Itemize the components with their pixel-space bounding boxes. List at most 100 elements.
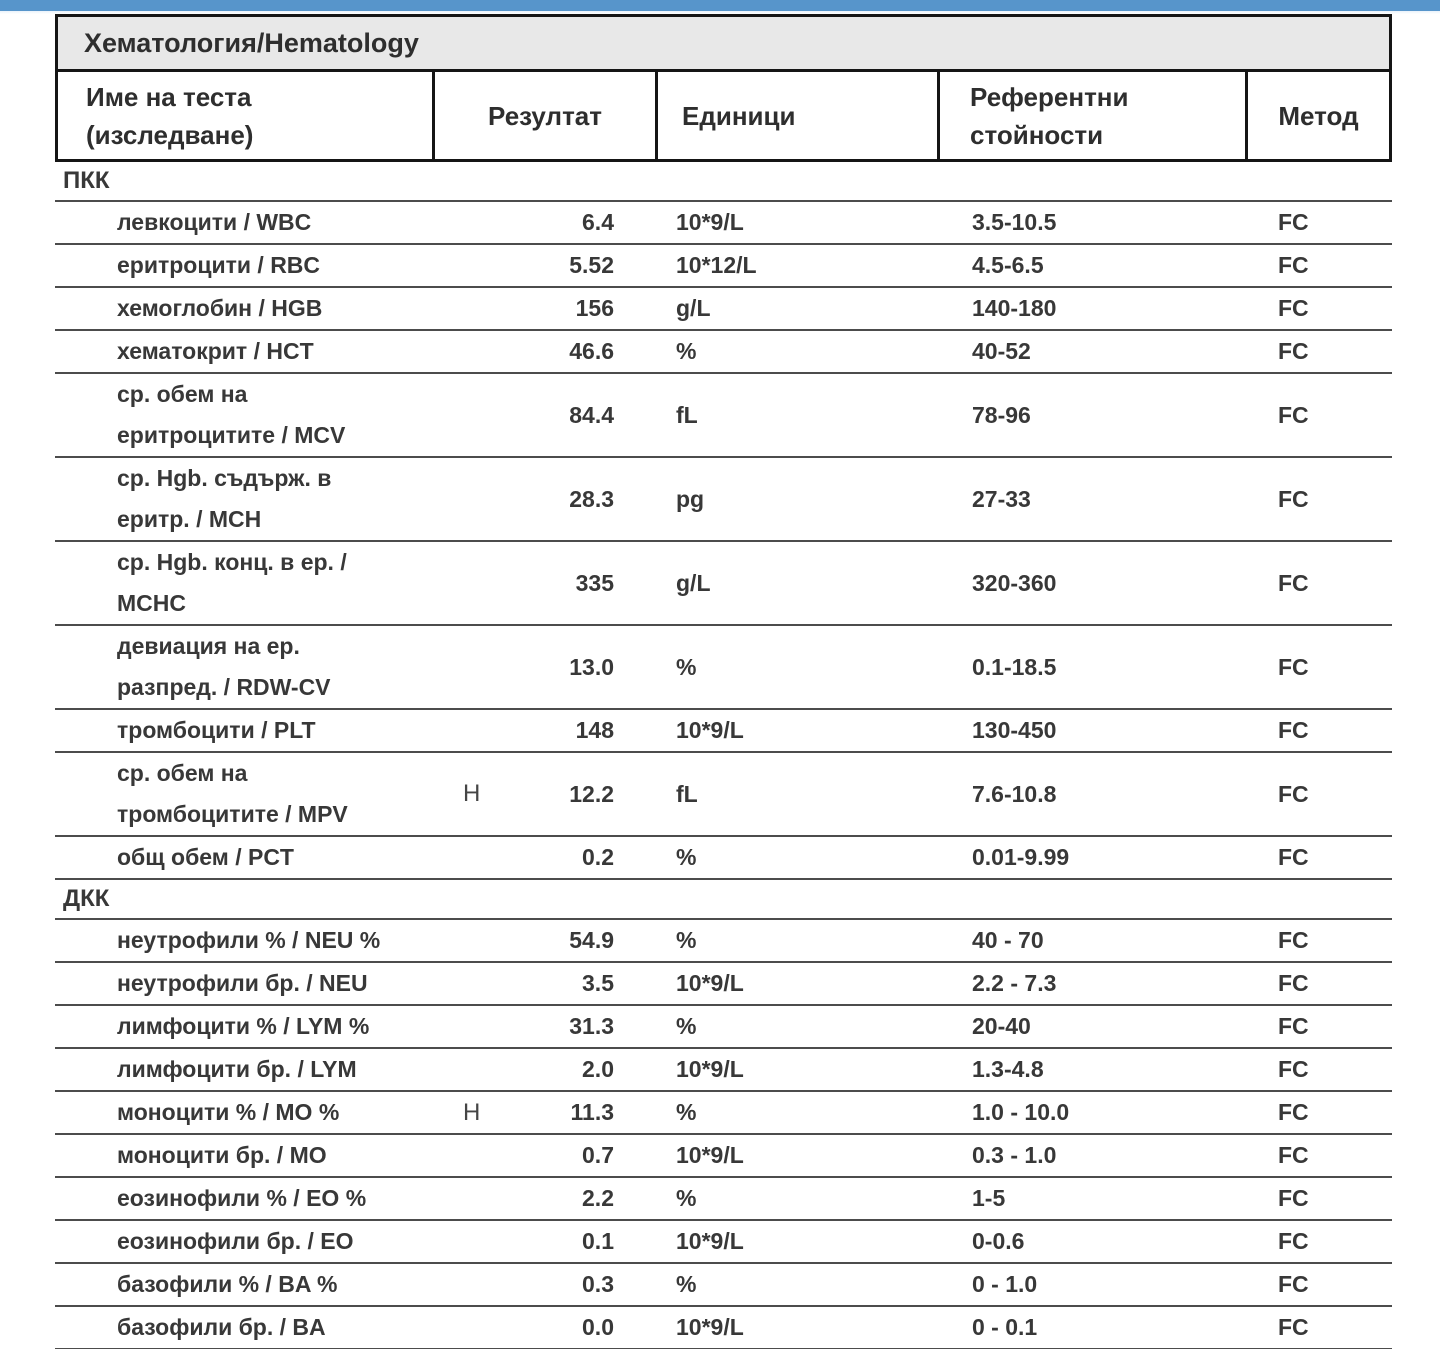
result-cell: 6.4 (435, 209, 658, 236)
units-cell: 10*9/L (676, 1142, 744, 1168)
table-head-box: Хематология/Hematology Име на теста (изсл… (55, 14, 1392, 162)
column-header-result: Резултат (435, 72, 658, 159)
reference-range-cell: 78-96 (972, 401, 1031, 428)
test-name-cell: еозинофили бр. / EO (55, 1221, 435, 1262)
test-name-cell: базофили % / BA % (55, 1264, 435, 1305)
test-name-line: общ обем / PCT (117, 844, 294, 870)
units-cell: % (676, 1013, 697, 1039)
table-row: моноцити бр. / MO 0.7 10*9/L 0.3 - 1.0 FC (55, 1135, 1392, 1178)
reference-range-cell: 0.1-18.5 (972, 653, 1057, 680)
result-cell: 5.52 (435, 252, 658, 279)
test-name-line: неутрофили бр. / NEU (117, 970, 368, 996)
result-cell: 46.6 (435, 338, 658, 365)
method-cell: FC (1278, 1142, 1309, 1168)
test-name-line: тромбоцитите / MPV (117, 801, 348, 827)
table-row: хематокрит / HCT 46.6% 40-52 FC (55, 331, 1392, 374)
result-cell: 84.4 (435, 402, 658, 429)
test-name-cell: левкоцити / WBC (55, 202, 435, 243)
test-name-cell: моноцити бр. / MO (55, 1135, 435, 1176)
reference-range-cell: 20-40 (972, 1013, 1031, 1039)
column-header-line: Единици (682, 100, 796, 131)
column-header-line: Метод (1278, 100, 1359, 131)
units-cell: 10*12/L (676, 252, 757, 278)
test-name-cell: лимфоцити % / LYM % (55, 1006, 435, 1047)
table-row: ср. Hgb. съдърж. в еритр. / MCH 28.3 pg 27-3… (55, 458, 1392, 542)
test-name-line: еозинофили бр. / EO (117, 1228, 354, 1254)
result-cell: 0.3 (435, 1271, 658, 1298)
column-header-line: Резултат (488, 100, 602, 131)
method-cell: FC (1278, 1228, 1309, 1254)
method-cell: FC (1278, 1099, 1309, 1125)
reference-range-cell: 40 - 70 (972, 927, 1044, 953)
top-accent-bar-fade (0, 11, 1440, 14)
reference-range-cell: 0.01-9.99 (972, 844, 1070, 870)
test-name-line: моноцити бр. / MO (117, 1142, 327, 1168)
table-row: хемоглобин / HGB 156 g/L 140-180 FC (55, 288, 1392, 331)
result-value: 13.0 (569, 653, 614, 680)
result-value: 156 (575, 295, 614, 321)
abnormal-flag: H (463, 1098, 481, 1126)
reference-range-cell: 40-52 (972, 338, 1031, 364)
test-name-cell: ср. Hgb. конц. в ер. / MCHC (55, 542, 435, 624)
method-cell: FC (1278, 252, 1309, 278)
result-cell: 2.0 (435, 1056, 658, 1083)
test-name-line: MCHC (117, 590, 186, 616)
column-header-units: Единици (658, 72, 940, 159)
method-cell: FC (1278, 295, 1309, 321)
reference-range-cell: 0 - 1.0 (972, 1271, 1038, 1297)
result-value: 28.3 (569, 485, 614, 512)
result-cell: 148 (435, 717, 658, 744)
result-value: 0.3 (582, 1271, 614, 1297)
test-name-line: еозинофили % / EO % (117, 1185, 367, 1211)
test-name-cell: лимфоцити бр. / LYM (55, 1049, 435, 1090)
table-row: моноцити % / MO % H 11.3% 1.0 - 10.0 FC (55, 1092, 1392, 1135)
test-name-line: хематокрит / HCT (117, 338, 314, 364)
test-name-cell: неутрофили бр. / NEU (55, 963, 435, 1004)
test-name-cell: тромбоцити / PLT (55, 710, 435, 751)
table-row: неутрофили % / NEU % 54.9% 40 - 70 FC (55, 920, 1392, 963)
reference-range-cell: 0.3 - 1.0 (972, 1142, 1057, 1168)
test-name-cell: ср. обем на еритроцитите / MCV (55, 374, 435, 456)
test-name-line: еритроцити / RBC (117, 252, 321, 278)
method-cell: FC (1278, 1056, 1309, 1082)
method-cell: FC (1278, 717, 1309, 743)
units-cell: 10*9/L (676, 1314, 744, 1340)
test-name-line: ср. обем на (117, 760, 248, 786)
result-cell: 0.2 (435, 844, 658, 871)
result-value: 0.7 (582, 1142, 614, 1168)
units-cell: % (676, 1099, 697, 1125)
method-cell: FC (1278, 1185, 1309, 1211)
result-cell: 13.0 (435, 654, 658, 681)
result-cell: H 11.3 (435, 1099, 658, 1126)
test-name-line: ср. Hgb. съдърж. в (117, 465, 332, 491)
table-row: ср. обем на еритроцитите / MCV 84.4 fL 78-96… (55, 374, 1392, 458)
reference-range-cell: 320-360 (972, 569, 1057, 596)
units-cell: % (676, 653, 697, 680)
result-value: 31.3 (569, 1013, 614, 1039)
test-name-cell: моноцити % / MO % (55, 1092, 435, 1133)
test-name-cell: базофили бр. / BA (55, 1307, 435, 1348)
result-value: 11.3 (570, 1099, 615, 1125)
table-title: Хематология/Hematology (58, 17, 1389, 72)
test-name-cell: хемоглобин / HGB (55, 288, 435, 329)
test-name-line: моноцити % / MO % (117, 1099, 340, 1125)
method-cell: FC (1278, 1314, 1309, 1340)
result-cell: H 12.2 (435, 780, 658, 808)
abnormal-flag: H (463, 780, 481, 807)
column-header-line: Референтни (970, 81, 1129, 112)
column-header-line: Име на теста (86, 81, 252, 112)
table-row: левкоцити / WBC 6.4 10*9/L 3.5-10.5 FC (55, 202, 1392, 245)
table-row: еозинофили бр. / EO 0.1 10*9/L 0-0.6 FC (55, 1221, 1392, 1264)
table-row: девиация на ер. разпред. / RDW-CV 13.0% 0.1… (55, 626, 1392, 710)
result-cell: 28.3 (435, 486, 658, 513)
table-row: лимфоцити % / LYM % 31.3% 20-40 FC (55, 1006, 1392, 1049)
result-value: 46.6 (569, 338, 614, 364)
reference-range-cell: 0-0.6 (972, 1228, 1025, 1254)
test-name-line: девиация на ер. (117, 633, 300, 659)
units-cell: % (676, 1271, 697, 1297)
method-cell: FC (1278, 401, 1309, 428)
units-cell: g/L (676, 295, 711, 321)
test-name-line: разпред. / RDW-CV (117, 674, 331, 700)
method-cell: FC (1278, 844, 1309, 870)
